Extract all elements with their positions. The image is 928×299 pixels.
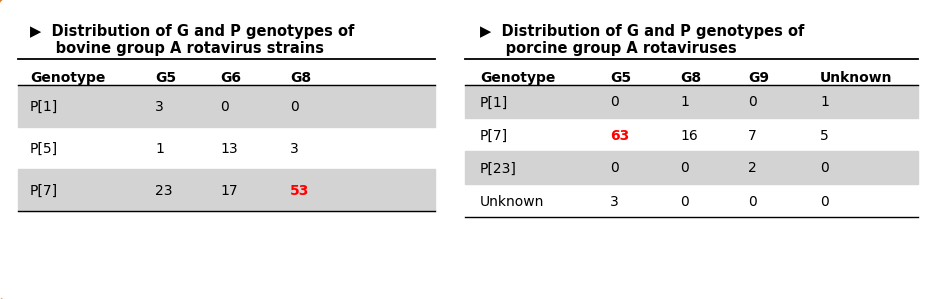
Text: P[5]: P[5]	[30, 142, 58, 156]
Text: G9: G9	[747, 71, 768, 85]
Text: 7: 7	[747, 129, 756, 143]
Text: 3: 3	[155, 100, 163, 114]
Bar	[18, 85, 434, 127]
Text: 5: 5	[819, 129, 828, 143]
Text: Unknown: Unknown	[480, 195, 544, 208]
Text: 0: 0	[747, 195, 756, 208]
Text: G8: G8	[290, 71, 311, 85]
Text: 3: 3	[610, 195, 618, 208]
Bar	[18, 169, 434, 211]
Text: porcine group A rotaviruses: porcine group A rotaviruses	[480, 41, 736, 56]
Bar	[465, 85, 917, 118]
Text: G5: G5	[610, 71, 630, 85]
Text: Genotype: Genotype	[30, 71, 105, 85]
Text: Unknown: Unknown	[819, 71, 892, 85]
Text: 1: 1	[819, 95, 828, 109]
Text: 0: 0	[610, 95, 618, 109]
Text: 3: 3	[290, 142, 299, 156]
Text: ▶  Distribution of G and P genotypes of: ▶ Distribution of G and P genotypes of	[480, 24, 804, 39]
Text: 0: 0	[747, 95, 756, 109]
Text: 53: 53	[290, 184, 309, 198]
Text: P[23]: P[23]	[480, 161, 516, 176]
Text: 0: 0	[610, 161, 618, 176]
Text: bovine group A rotavirus strains: bovine group A rotavirus strains	[30, 41, 324, 56]
Text: P[1]: P[1]	[30, 100, 58, 114]
Text: 16: 16	[679, 129, 697, 143]
Text: 17: 17	[220, 184, 238, 198]
Text: 0: 0	[819, 195, 828, 208]
Text: P[7]: P[7]	[480, 129, 508, 143]
Text: Genotype: Genotype	[480, 71, 555, 85]
Text: P[7]: P[7]	[30, 184, 58, 198]
Text: G6: G6	[220, 71, 240, 85]
Text: 0: 0	[679, 195, 688, 208]
Text: 2: 2	[747, 161, 756, 176]
Text: 0: 0	[290, 100, 299, 114]
Text: 63: 63	[610, 129, 628, 143]
Text: 0: 0	[679, 161, 688, 176]
Text: G8: G8	[679, 71, 701, 85]
Text: 1: 1	[679, 95, 689, 109]
Text: G5: G5	[155, 71, 176, 85]
Text: ▶  Distribution of G and P genotypes of: ▶ Distribution of G and P genotypes of	[30, 24, 354, 39]
Text: 23: 23	[155, 184, 173, 198]
Bar	[465, 151, 917, 184]
Text: P[1]: P[1]	[480, 95, 508, 109]
Text: 0: 0	[220, 100, 228, 114]
Text: 0: 0	[819, 161, 828, 176]
Text: 1: 1	[155, 142, 163, 156]
Text: 13: 13	[220, 142, 238, 156]
